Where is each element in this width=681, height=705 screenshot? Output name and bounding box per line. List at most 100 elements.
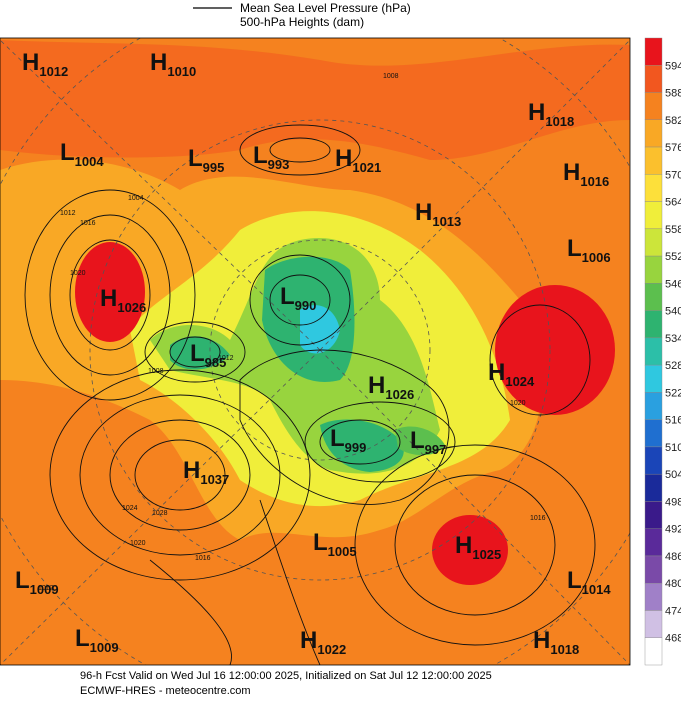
pressure-center: L1005 [313,529,357,559]
contour-label: 1012 [60,210,76,217]
contour-label: 1016 [195,555,211,562]
colorbar-label: 564 [665,197,681,209]
footer-text: 96-h Fcst Valid on Wed Jul 16 12:00:00 2… [80,670,492,682]
contour-label: 1024 [122,505,138,512]
center-value: 1016 [580,174,609,189]
center-letter: L [567,235,582,262]
center-value: 995 [203,160,225,175]
pressure-center: H1037 [183,457,229,487]
colorbar-swatch [644,65,663,93]
center-value: 1009 [90,640,119,655]
colorbar-swatch [644,583,663,611]
pressure-center: L1006 [567,235,611,265]
colorbar-label: 474 [665,605,681,617]
center-value: 1037 [200,472,229,487]
colorbar-label: 468 [665,633,681,645]
colorbar-label: 594 [665,60,681,72]
colorbar-swatch [644,610,663,638]
colorbar-swatch [644,419,663,448]
pressure-center: L995 [188,145,224,175]
colorbar-label: 552 [665,251,681,263]
center-value: 1022 [317,642,346,657]
center-letter: H [533,627,550,654]
pressure-center: L1004 [60,139,104,169]
colorbar-swatch [644,637,663,666]
colorbar-label: 558 [665,224,681,236]
center-letter: H [563,159,580,186]
colorbar-swatch [644,37,663,66]
colorbar-label: 582 [665,115,681,127]
center-letter: L [190,340,205,367]
colorbar-swatch [644,446,663,475]
pressure-center: H1012 [22,49,68,79]
colorbar-label: 486 [665,551,681,563]
center-letter: H [528,99,545,126]
pressure-center: H1013 [415,199,461,229]
contour-label: 1016 [80,220,96,227]
center-value: 999 [345,440,367,455]
center-letter: L [330,425,345,452]
center-letter: H [150,49,167,76]
legend-entry: Mean Sea Level Pressure (hPa) [240,1,411,15]
legend-entry: 500-hPa Heights (dam) [240,15,364,29]
colorbar-swatch [644,201,663,230]
center-letter: H [488,359,505,386]
center-value: 1021 [352,160,381,175]
colorbar-label: 570 [665,169,681,181]
contour-label: 1020 [70,270,86,277]
center-value: 1026 [385,387,414,402]
contour-label: 1020 [510,400,526,407]
center-value: 1010 [167,64,196,79]
contour-label: 1004 [128,195,144,202]
center-letter: H [335,145,352,172]
pressure-center: H1026 [368,372,414,402]
pressure-center: H1026 [100,285,146,315]
colorbar-label: 588 [665,88,681,100]
contour-label: 1008 [148,368,164,375]
colorbar-swatch [644,228,663,257]
colorbar-swatch [644,473,663,502]
pressure-center: L1009 [75,625,119,655]
contour-label: 1016 [530,515,546,522]
center-letter: H [455,532,472,559]
center-letter: L [253,142,268,169]
pressure-center: L997 [410,427,446,457]
center-value: 997 [425,442,447,457]
pressure-center: H1016 [563,159,609,189]
center-value: 1006 [582,250,611,265]
center-letter: L [313,529,328,556]
colorbar-label: 522 [665,387,681,399]
colorbar-label: 576 [665,142,681,154]
center-letter: L [60,139,75,166]
center-value: 1009 [30,582,59,597]
center-value: 1012 [39,64,68,79]
colorbar-label: 498 [665,496,681,508]
pressure-center: L1014 [567,567,611,597]
center-value: 1018 [550,642,579,657]
center-letter: L [567,567,582,594]
colorbar-swatch [644,555,663,584]
center-letter: H [368,372,385,399]
colorbar-swatch [644,174,663,202]
colorbar-swatch [644,283,663,311]
center-value: 1014 [582,582,612,597]
pressure-center: H1018 [528,99,574,129]
center-letter: H [100,285,117,312]
colorbar-label: 516 [665,415,681,427]
center-value: 1024 [505,374,535,389]
center-letter: L [75,625,90,652]
center-letter: H [300,627,317,654]
contour-label: 1012 [218,355,234,362]
colorbar-label: 510 [665,442,681,454]
pressure-center: H1024 [488,359,535,389]
pressure-center: L1009 [15,567,59,597]
center-value: 1025 [472,547,501,562]
center-value: 993 [268,157,290,172]
center-value: 1004 [75,154,105,169]
center-letter: L [280,283,295,310]
contour-label: 1020 [130,540,146,547]
footer-text: ECMWF-HRES - meteocentre.com [80,685,251,697]
colorbar-label: 528 [665,360,681,372]
center-letter: H [183,457,200,484]
